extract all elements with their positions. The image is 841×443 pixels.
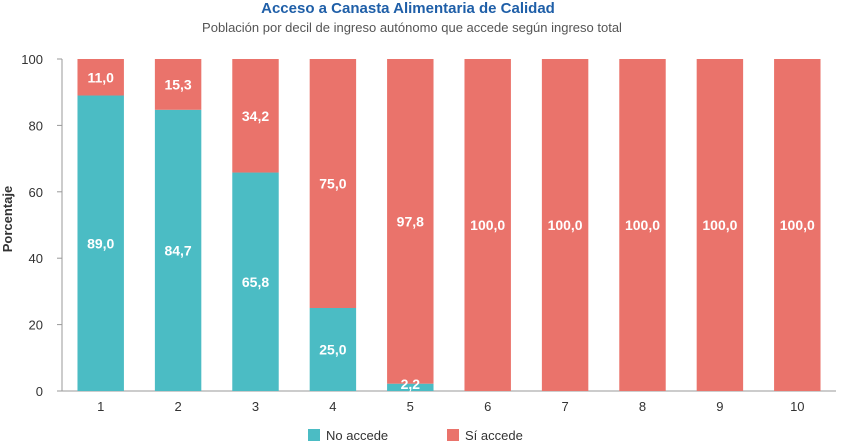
legend-label: Sí accede xyxy=(465,428,523,443)
bar-segment xyxy=(387,59,434,384)
chart-title: Acceso a Canasta Alimentaria de Calidad xyxy=(261,0,555,17)
bar-segment xyxy=(154,59,202,110)
data-labels: 89,0 11,0 84,7 15,3 65,8 34,2 25,0 75,0 2,2 97,8 1… xyxy=(87,69,815,392)
y-axis-label: Porcentaje xyxy=(0,186,15,252)
x-tick-label: 6 xyxy=(484,399,491,414)
x-tick-label: 7 xyxy=(561,399,568,414)
y-tick-label: 80 xyxy=(29,118,43,133)
bar-segment xyxy=(309,308,357,391)
x-tick-label: 9 xyxy=(716,399,723,414)
data-label: 2,2 xyxy=(401,376,421,392)
bar-segment xyxy=(541,59,589,391)
data-label: 100,0 xyxy=(548,217,583,233)
bar-segment xyxy=(464,59,511,391)
bar-segment xyxy=(696,59,744,391)
bar-segment xyxy=(77,59,124,96)
data-label: 100,0 xyxy=(470,217,505,233)
data-label: 75,0 xyxy=(319,176,346,192)
data-label: 34,2 xyxy=(242,108,269,124)
bar-segment xyxy=(387,383,434,391)
legend-item: Sí accede xyxy=(447,428,523,443)
data-label: 84,7 xyxy=(164,242,191,258)
legend-item: No accede xyxy=(308,428,388,443)
y-tick-label: 100 xyxy=(21,52,43,67)
bar-segment xyxy=(77,95,124,392)
bar-segment xyxy=(619,59,666,391)
data-label: 25,0 xyxy=(319,342,346,358)
legend-label: No accede xyxy=(326,428,388,443)
x-tick-label: 8 xyxy=(639,399,646,414)
y-tick-label: 20 xyxy=(29,318,43,333)
bar-segment xyxy=(232,172,279,391)
legend: No accede Sí accede xyxy=(308,428,523,443)
data-label: 100,0 xyxy=(780,217,815,233)
data-label: 65,8 xyxy=(242,274,269,290)
x-tick-label: 5 xyxy=(407,399,414,414)
chart-subtitle: Población por decil de ingreso autónomo … xyxy=(202,20,622,35)
x-axis: 1 2 3 4 5 6 7 8 9 10 xyxy=(62,390,836,414)
data-label: 100,0 xyxy=(702,217,737,233)
bar-segment xyxy=(154,109,202,392)
y-tick-label: 0 xyxy=(36,384,43,399)
data-label: 100,0 xyxy=(625,217,660,233)
x-tick-label: 2 xyxy=(174,399,181,414)
data-label: 89,0 xyxy=(87,235,114,251)
legend-swatch xyxy=(447,429,459,441)
x-tick-label: 1 xyxy=(97,399,104,414)
data-label: 97,8 xyxy=(397,213,424,229)
bar-segment xyxy=(232,59,279,173)
bars xyxy=(77,59,821,392)
x-tick-label: 10 xyxy=(790,399,804,414)
legend-swatch xyxy=(308,429,320,441)
x-tick-label: 3 xyxy=(252,399,259,414)
data-label: 11,0 xyxy=(87,69,114,85)
y-tick-label: 40 xyxy=(29,251,43,266)
y-axis: 0 20 40 60 80 100 xyxy=(21,52,63,399)
bar-segment xyxy=(309,59,357,308)
data-label: 15,3 xyxy=(164,76,191,92)
bar-segment xyxy=(774,59,821,391)
x-tick-label: 4 xyxy=(329,399,336,414)
y-tick-label: 60 xyxy=(29,185,43,200)
